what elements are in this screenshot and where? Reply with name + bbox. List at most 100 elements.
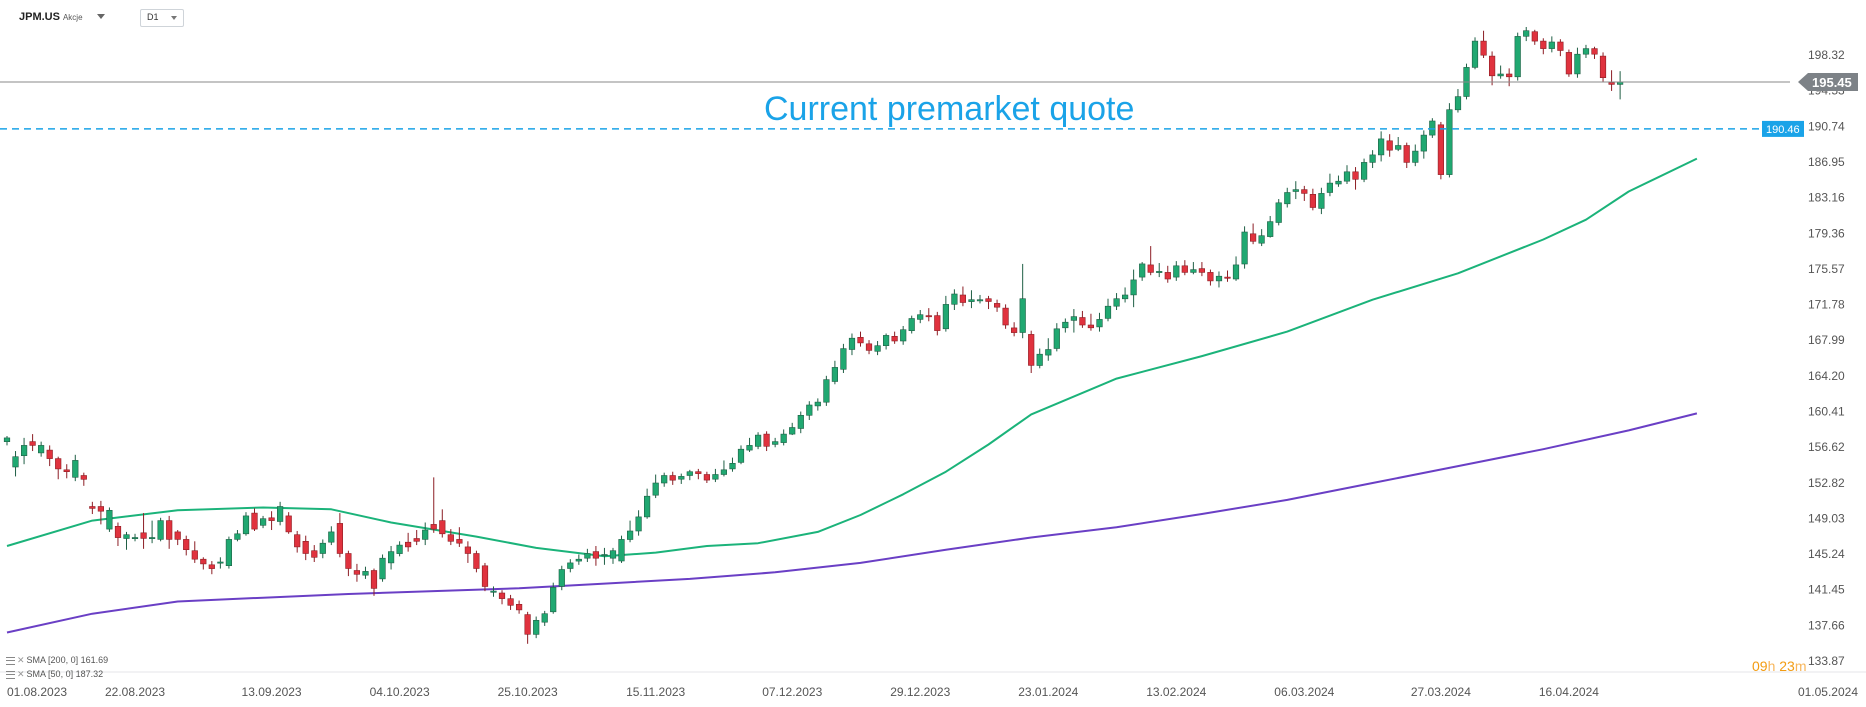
candle[interactable] (328, 526, 335, 546)
candle[interactable] (1386, 134, 1393, 157)
candle[interactable] (1139, 262, 1146, 281)
symbol-selector[interactable]: JPM.US Akcje (19, 11, 83, 23)
candle[interactable] (46, 445, 53, 467)
candle[interactable] (1335, 175, 1342, 187)
candle[interactable] (661, 472, 668, 487)
candle[interactable] (473, 550, 480, 573)
timeframe-select[interactable]: D1 (140, 9, 184, 27)
candle[interactable] (3, 435, 11, 446)
candle[interactable] (285, 512, 292, 534)
candle[interactable] (1147, 246, 1154, 276)
candle[interactable] (166, 515, 173, 549)
candle[interactable] (1096, 312, 1103, 332)
candle[interactable] (1429, 118, 1436, 138)
candle[interactable] (1036, 348, 1043, 369)
candle[interactable] (1437, 121, 1444, 180)
candle[interactable] (652, 474, 659, 499)
candle[interactable] (763, 431, 770, 452)
candle[interactable] (1574, 47, 1581, 78)
candle[interactable] (1599, 52, 1607, 83)
candle[interactable] (814, 398, 821, 411)
candle[interactable] (541, 610, 548, 626)
candle[interactable] (993, 299, 1001, 312)
candle[interactable] (362, 566, 369, 579)
candle[interactable] (72, 454, 79, 482)
candle[interactable] (396, 541, 403, 557)
candle[interactable] (925, 308, 932, 322)
candle[interactable] (1523, 26, 1530, 42)
candle[interactable] (174, 530, 181, 546)
candle[interactable] (1301, 185, 1308, 201)
candle[interactable] (498, 590, 506, 605)
candle[interactable] (840, 343, 847, 373)
candle[interactable] (259, 515, 267, 529)
candle[interactable] (490, 586, 497, 597)
candle[interactable] (678, 473, 685, 484)
candle[interactable] (729, 457, 736, 472)
candle[interactable] (191, 541, 198, 563)
candle[interactable] (1104, 298, 1112, 322)
candle[interactable] (1070, 309, 1077, 333)
candle[interactable] (413, 530, 420, 546)
candle[interactable] (1275, 199, 1282, 226)
candle[interactable] (626, 520, 634, 543)
candle[interactable] (1420, 130, 1427, 159)
candle[interactable] (106, 507, 113, 532)
candle[interactable] (242, 512, 250, 536)
candle[interactable] (1241, 226, 1248, 269)
candle[interactable] (464, 541, 472, 563)
candle[interactable] (456, 527, 463, 547)
candle[interactable] (1198, 262, 1205, 277)
candle[interactable] (1514, 32, 1521, 81)
candle[interactable] (882, 333, 890, 350)
candle[interactable] (1173, 261, 1180, 281)
candle[interactable] (302, 535, 309, 561)
candle[interactable] (123, 531, 130, 550)
candle[interactable] (524, 611, 531, 644)
candle[interactable] (276, 501, 284, 526)
candle[interactable] (891, 331, 898, 344)
candle[interactable] (1326, 173, 1333, 197)
candle[interactable] (507, 594, 514, 610)
candle[interactable] (1010, 322, 1018, 337)
candle[interactable] (1122, 287, 1129, 303)
candle[interactable] (601, 547, 608, 565)
candle[interactable] (55, 456, 62, 480)
candle[interactable] (1224, 270, 1231, 282)
candle[interactable] (1190, 262, 1197, 275)
candle[interactable] (268, 511, 275, 531)
candle[interactable] (131, 533, 139, 542)
candle[interactable] (319, 539, 326, 559)
candle[interactable] (1403, 142, 1410, 169)
candle[interactable] (1540, 38, 1547, 55)
candle[interactable] (848, 333, 856, 356)
candle[interactable] (1608, 70, 1615, 91)
candle[interactable] (1557, 39, 1564, 57)
candle[interactable] (404, 532, 412, 552)
candle[interactable] (1215, 271, 1223, 288)
candle[interactable] (609, 547, 617, 564)
candle[interactable] (934, 311, 941, 336)
candle[interactable] (1318, 187, 1325, 215)
candle[interactable] (968, 290, 975, 309)
candle[interactable] (422, 522, 429, 546)
candle[interactable] (567, 559, 574, 573)
candle[interactable] (370, 568, 378, 596)
candle[interactable] (294, 530, 301, 553)
candle[interactable] (430, 477, 437, 533)
candle[interactable] (951, 289, 958, 310)
candle[interactable] (772, 437, 779, 448)
candle[interactable] (865, 340, 873, 355)
candle[interactable] (1028, 330, 1035, 373)
candle[interactable] (1250, 223, 1257, 245)
candle[interactable] (1582, 44, 1590, 59)
candle[interactable] (669, 471, 676, 485)
candle[interactable] (1361, 158, 1368, 183)
candle[interactable] (447, 529, 454, 546)
candle[interactable] (29, 434, 36, 452)
candle[interactable] (1053, 323, 1060, 352)
candle[interactable] (806, 401, 813, 421)
candle[interactable] (1002, 304, 1009, 329)
candle[interactable] (789, 422, 796, 436)
